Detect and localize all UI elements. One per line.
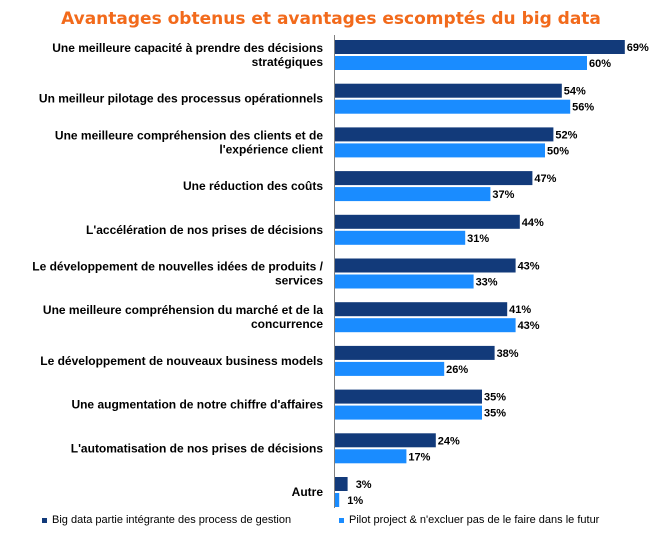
category-label-7: concurrence <box>251 317 323 331</box>
bar-series-2-item-7 <box>335 318 516 333</box>
category-label-2: Un meilleur pilotage des processus opéra… <box>39 92 323 106</box>
category-label-1: Une meilleure capacité à prendre des déc… <box>52 41 323 55</box>
category-label-11: Autre <box>292 485 324 499</box>
category-label-3: l'expérience client <box>219 142 323 156</box>
bar-series-1-item-8 <box>335 345 495 360</box>
bar-series-1-item-11 <box>335 477 348 491</box>
bar-series-1-item-7 <box>335 302 508 317</box>
value-label-series-2-item-8: 26% <box>446 364 468 376</box>
category-labels-group: Une meilleure capacité à prendre des déc… <box>32 41 323 499</box>
value-label-series-1-item-6: 43% <box>518 261 540 273</box>
bar-series-2-item-10 <box>335 449 407 464</box>
value-label-series-2-item-9: 35% <box>484 408 506 420</box>
value-label-series-1-item-8: 38% <box>497 348 519 360</box>
bar-series-1-item-6 <box>335 258 516 273</box>
value-label-series-2-item-5: 31% <box>467 233 489 245</box>
bar-series-2-item-8 <box>335 361 445 376</box>
bar-series-1-item-9 <box>335 389 482 404</box>
value-label-series-1-item-10: 24% <box>438 435 460 447</box>
value-label-series-1-item-4: 47% <box>534 173 556 185</box>
bar-series-1-item-3 <box>335 127 554 142</box>
value-label-series-2-item-4: 37% <box>492 189 514 201</box>
category-label-4: Une réduction des coûts <box>183 179 323 193</box>
value-label-series-1-item-3: 52% <box>555 129 577 141</box>
chart-title: Avantages obtenus et avantages escomptés… <box>61 9 601 29</box>
value-label-series-2-item-11: 1% <box>347 495 363 507</box>
value-label-series-2-item-1: 60% <box>589 58 611 70</box>
legend: Big data partie intégrante des process d… <box>42 514 600 526</box>
bar-series-1-item-10 <box>335 433 436 448</box>
value-label-series-1-item-5: 44% <box>522 217 544 229</box>
category-label-1: stratégiques <box>252 55 324 69</box>
bars-group: 69% 60% 54% 56% 52% 50% 47% 37% 44% 31% 43% 33% 41% 4… <box>335 40 649 507</box>
bar-series-2-item-9 <box>335 405 482 420</box>
category-label-3: Une meilleure compréhension des clients … <box>55 128 323 142</box>
bar-series-2-item-11 <box>335 493 340 507</box>
value-label-series-2-item-6: 33% <box>476 277 498 289</box>
legend-label-series-1: Big data partie intégrante des process d… <box>52 514 291 526</box>
bar-series-2-item-1 <box>335 56 587 70</box>
bar-series-2-item-6 <box>335 274 474 289</box>
value-label-series-2-item-7: 43% <box>518 320 540 332</box>
bar-series-2-item-3 <box>335 143 545 158</box>
category-label-9: Une augmentation de notre chiffre d'affa… <box>71 398 323 412</box>
bar-series-2-item-5 <box>335 230 466 245</box>
bar-series-1-item-5 <box>335 214 520 229</box>
value-label-series-1-item-7: 41% <box>509 304 531 316</box>
value-label-series-2-item-2: 56% <box>572 102 594 114</box>
bar-series-2-item-4 <box>335 187 491 202</box>
category-label-8: Le développement de nouveaux business mo… <box>40 354 323 368</box>
bar-series-1-item-2 <box>335 83 562 98</box>
category-label-5: L'accélération de nos prises de décision… <box>86 223 323 237</box>
value-label-series-1-item-11: 3% <box>356 479 372 491</box>
legend-swatch-series-2 <box>339 518 344 523</box>
legend-label-series-2: Pilot project & n'excluer pas de le fair… <box>349 514 600 526</box>
value-label-series-1-item-1: 69% <box>627 42 649 54</box>
legend-swatch-series-1 <box>42 518 47 523</box>
value-label-series-1-item-9: 35% <box>484 392 506 404</box>
category-label-7: Une meilleure compréhension du marché et… <box>43 303 323 317</box>
bar-series-1-item-1 <box>335 40 625 54</box>
bar-series-2-item-2 <box>335 99 571 114</box>
value-label-series-1-item-2: 54% <box>564 86 586 98</box>
bar-series-1-item-4 <box>335 171 533 186</box>
value-label-series-2-item-10: 17% <box>408 451 430 463</box>
value-label-series-2-item-3: 50% <box>547 145 569 157</box>
category-label-10: L'automatisation de nos prises de décisi… <box>71 441 324 455</box>
category-label-6: services <box>275 274 323 288</box>
category-label-6: Le développement de nouvelles idées de p… <box>32 260 323 274</box>
